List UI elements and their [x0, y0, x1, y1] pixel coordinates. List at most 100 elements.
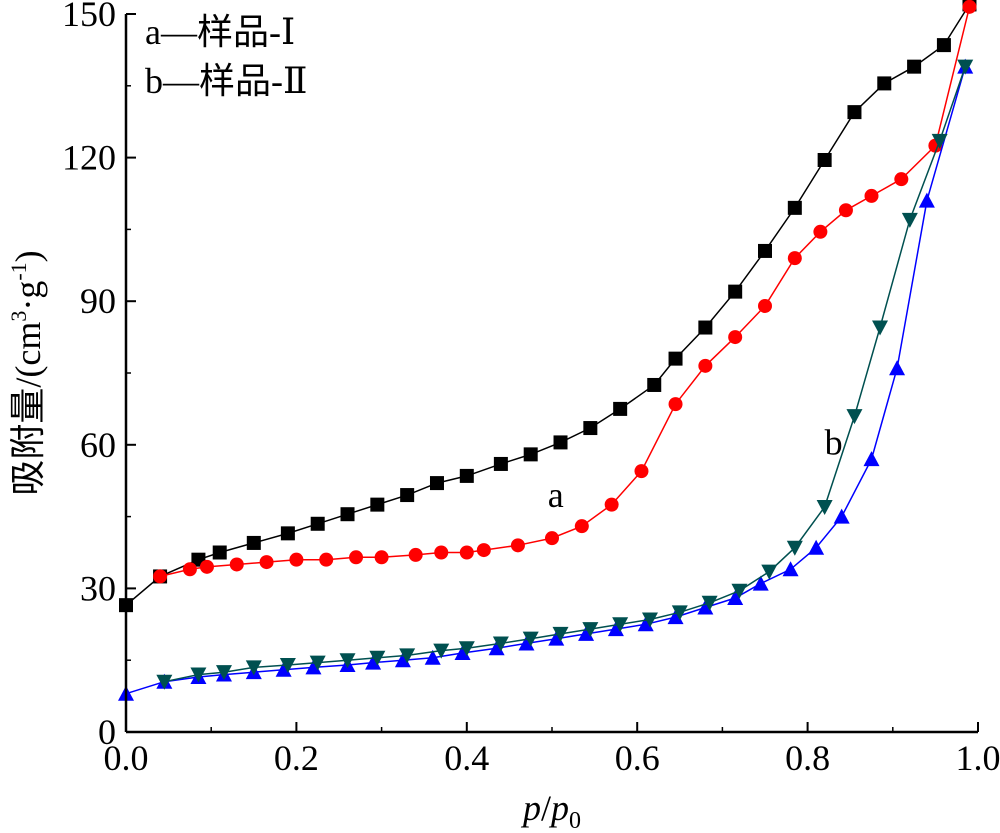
data-point [612, 617, 629, 633]
data-point [259, 555, 274, 570]
data-point [370, 497, 385, 512]
data-point [574, 519, 589, 534]
data-point [522, 631, 539, 647]
data-point [667, 609, 684, 625]
y-tick-label: 30 [80, 568, 116, 608]
x-axis-title: p/p0 [520, 788, 581, 833]
data-point [182, 562, 197, 577]
data-point [782, 561, 799, 577]
series-line [164, 66, 966, 683]
data-point [493, 456, 508, 471]
data-point [339, 653, 356, 669]
data-point [279, 657, 296, 673]
data-point [459, 468, 474, 483]
data-point [399, 648, 416, 664]
data-point [838, 203, 853, 218]
y-tick-label: 120 [62, 138, 116, 178]
data-point [488, 640, 505, 656]
data-point [408, 547, 423, 562]
y-tick-label: 90 [80, 281, 116, 321]
data-point [907, 59, 922, 74]
series-a-adsorption [119, 0, 977, 613]
data-point [429, 476, 444, 491]
x-tick-label: 0.6 [615, 738, 660, 778]
data-point [310, 516, 325, 531]
legend: a—样品-Ⅰ b—样品-Ⅱ [145, 12, 307, 101]
y-tick-label: 0 [98, 712, 116, 752]
data-point [553, 435, 568, 450]
data-point [808, 539, 825, 555]
data-point [607, 621, 624, 637]
data-point [613, 401, 628, 416]
y-axis-title: 吸附量/(cm3·g-1) [6, 250, 48, 495]
data-point [731, 583, 748, 599]
data-point [816, 500, 833, 516]
data-point [156, 674, 173, 690]
data-point [918, 192, 935, 208]
data-point [492, 636, 509, 652]
data-point [864, 188, 879, 203]
series-b-desorption [156, 59, 974, 690]
data-point [847, 105, 862, 120]
data-point [698, 358, 713, 373]
data-point [545, 531, 559, 546]
data-point [752, 575, 769, 591]
data-point [434, 545, 449, 560]
data-point [872, 320, 889, 336]
data-point [758, 243, 772, 258]
data-point [245, 660, 262, 676]
data-point [319, 552, 334, 567]
y-tick-label: 150 [62, 0, 116, 34]
data-point [668, 351, 683, 366]
data-point [786, 540, 803, 556]
data-point [458, 641, 475, 657]
data-point [697, 599, 714, 615]
data-point [548, 630, 565, 646]
x-tick-label: 0.4 [444, 738, 489, 778]
annotation-a: a [548, 475, 564, 515]
annotation-b: b [825, 422, 843, 462]
data-point [894, 172, 909, 187]
data-point [931, 133, 948, 149]
x-tick-label: 0.0 [104, 738, 149, 778]
y-ticks: 0 30 60 90 120 150 [62, 0, 136, 752]
data-point [400, 488, 415, 503]
data-point [962, 0, 977, 14]
legend-entry-b: b—样品-Ⅱ [145, 61, 307, 101]
data-point [309, 655, 326, 671]
data-point [578, 625, 595, 641]
data-point [634, 464, 649, 479]
data-point [637, 616, 654, 632]
data-point [459, 545, 474, 560]
data-point [289, 552, 304, 567]
series-layer [118, 0, 977, 701]
data-point [647, 377, 662, 392]
data-point [761, 564, 778, 580]
data-point [246, 535, 261, 550]
annotations: a b [548, 422, 843, 515]
y-tick-label: 60 [80, 425, 116, 465]
data-point [727, 589, 744, 605]
data-point [199, 559, 214, 574]
data-point [433, 643, 450, 659]
legend-entry-a: a—样品-Ⅰ [145, 12, 295, 52]
data-point [758, 298, 772, 313]
data-point [604, 497, 619, 512]
data-point [846, 409, 863, 425]
data-point [349, 550, 364, 565]
data-point [641, 612, 658, 628]
data-point [671, 605, 688, 621]
data-point [454, 645, 471, 661]
data-point [817, 152, 832, 167]
data-point [728, 330, 743, 345]
data-point [889, 360, 906, 376]
series-b-adsorption [118, 58, 974, 701]
data-point [424, 649, 441, 665]
data-point [668, 397, 683, 412]
data-point [280, 526, 295, 541]
data-point [275, 661, 292, 677]
data-point [813, 224, 828, 239]
data-point [901, 212, 918, 228]
data-point [787, 251, 802, 266]
